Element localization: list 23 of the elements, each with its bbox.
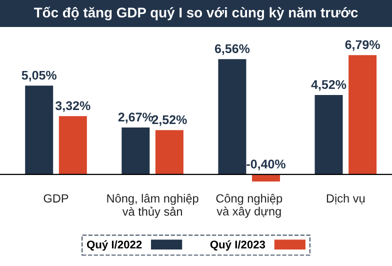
bar bbox=[58, 116, 87, 174]
x-tick-label: Nông, lâm nghiệp và thủy sản bbox=[107, 194, 198, 218]
bar bbox=[155, 130, 184, 174]
data-label: -0,40% bbox=[246, 160, 286, 170]
x-tick-label: GDP bbox=[44, 194, 68, 203]
data-label: 2,67% bbox=[118, 112, 154, 124]
bar bbox=[252, 174, 280, 182]
chart-title: Tốc độ tăng GDP quý I so với cùng kỳ năm trước bbox=[34, 6, 358, 20]
data-label: 6,79% bbox=[345, 40, 380, 51]
bar bbox=[122, 128, 150, 174]
data-label: 5,05% bbox=[22, 70, 56, 82]
bar bbox=[348, 55, 377, 174]
bar bbox=[25, 86, 54, 174]
data-label: 6,56% bbox=[214, 44, 250, 55]
bar bbox=[314, 94, 343, 174]
legend-label: Quý I/2023 bbox=[210, 240, 266, 251]
x-tick-label: Công nghiệp và xây dựng bbox=[216, 194, 282, 218]
data-label: 4,52% bbox=[311, 80, 346, 91]
x-tick-label: Dịch vụ bbox=[326, 194, 365, 204]
legend-label: Quý I/2022 bbox=[86, 240, 142, 251]
data-label: 2,52% bbox=[152, 115, 187, 126]
data-label: 3,32% bbox=[55, 101, 90, 112]
bar bbox=[218, 59, 246, 174]
